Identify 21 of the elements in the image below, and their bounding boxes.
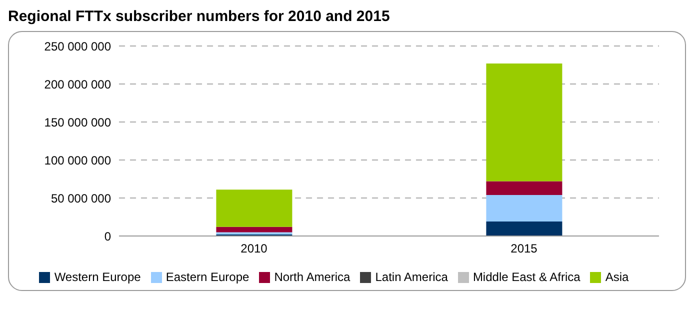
x-tick-label: 2010	[240, 242, 268, 256]
bar	[486, 194, 562, 222]
legend-label: Eastern Europe	[166, 270, 250, 284]
legend-label: Asia	[605, 270, 629, 284]
legend-label: Middle East & Africa	[472, 270, 580, 284]
bar	[486, 222, 562, 236]
x-tick-label: 2015	[510, 242, 538, 256]
bar	[216, 190, 292, 227]
legend-label: North America	[274, 270, 350, 284]
bar	[486, 181, 562, 195]
bar	[216, 226, 292, 232]
y-tick-label: 0	[104, 229, 112, 244]
y-tick-label: 200 000 000	[44, 77, 112, 92]
legend-label: Western Europe	[54, 270, 141, 284]
chart-title: Regional FTTx subscriber numbers for 2010 and 2015	[8, 8, 391, 25]
legend-label: Latin America	[375, 270, 448, 284]
y-tick-label: 250 000 000	[44, 39, 112, 54]
bar	[486, 63, 562, 182]
y-tick-label: 50 000 000	[50, 191, 112, 206]
y-tick-label: 100 000 000	[44, 153, 112, 168]
y-tick-label: 150 000 000	[44, 115, 112, 130]
